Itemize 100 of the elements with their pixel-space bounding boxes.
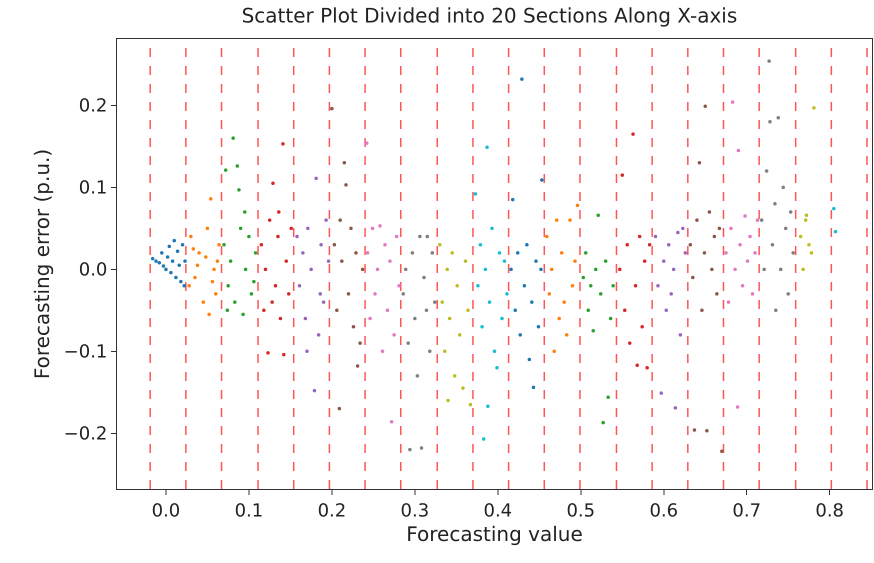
point (458, 333, 462, 337)
point (573, 259, 577, 263)
point (560, 251, 564, 255)
point (791, 251, 795, 255)
point (568, 218, 572, 222)
y-tick-label: −0.2 (64, 424, 108, 445)
point (179, 280, 183, 284)
point (301, 251, 305, 255)
point (386, 308, 390, 312)
point (760, 218, 764, 222)
point (708, 210, 712, 214)
point (422, 276, 426, 280)
point (174, 276, 178, 280)
point (781, 186, 785, 190)
point (416, 374, 420, 378)
point (455, 284, 459, 288)
point (340, 259, 344, 263)
point (445, 268, 449, 272)
point (712, 234, 716, 238)
point (539, 268, 543, 272)
point (278, 316, 282, 320)
point (738, 242, 742, 246)
point (440, 300, 444, 304)
point (448, 316, 452, 320)
point (804, 218, 808, 222)
point (674, 406, 678, 410)
point (241, 312, 245, 316)
point (635, 363, 639, 367)
point (342, 161, 346, 165)
point (282, 352, 286, 356)
point (231, 136, 235, 140)
point (295, 234, 299, 238)
point (485, 145, 489, 149)
point (222, 242, 226, 246)
point (554, 218, 558, 222)
x-tick-label: 0.6 (649, 500, 678, 522)
point (810, 251, 814, 255)
x-axis-title: Forecasting value (406, 522, 583, 546)
point (596, 213, 600, 217)
point (692, 428, 696, 432)
y-axis-title: Forecasting error (p.u.) (30, 148, 54, 380)
point (705, 429, 709, 433)
point (210, 280, 214, 284)
point (584, 251, 588, 255)
point (736, 405, 740, 409)
point (388, 259, 392, 263)
point (368, 316, 372, 320)
point (536, 324, 540, 328)
point (598, 292, 602, 296)
x-tick-label: 0.2 (318, 500, 346, 522)
point (476, 284, 480, 288)
point (750, 292, 754, 296)
point (392, 333, 396, 337)
point (404, 268, 408, 272)
point (509, 268, 513, 272)
point (349, 226, 353, 230)
point (678, 333, 682, 337)
point (676, 230, 680, 234)
point (776, 116, 780, 120)
point (438, 242, 442, 246)
point (207, 312, 211, 316)
point (557, 316, 561, 320)
point (753, 251, 757, 255)
point (237, 188, 241, 192)
point (464, 259, 468, 263)
point (309, 268, 313, 272)
y-tick-label: 0.1 (78, 178, 108, 199)
point (168, 244, 172, 248)
point (684, 251, 688, 255)
point (306, 226, 310, 230)
point (354, 251, 358, 255)
point (715, 292, 719, 296)
point (276, 234, 280, 238)
point (518, 333, 522, 337)
point (688, 242, 692, 246)
point (202, 300, 206, 304)
point (169, 270, 173, 274)
point (236, 164, 240, 168)
point (576, 204, 580, 208)
point (718, 226, 722, 230)
x-tick-label: 0.3 (400, 500, 430, 522)
point (452, 374, 456, 378)
point (397, 284, 401, 288)
point (530, 300, 534, 304)
point (214, 292, 218, 296)
point (672, 268, 676, 272)
point (729, 226, 733, 230)
point (209, 197, 212, 201)
point (588, 284, 592, 288)
point (318, 292, 322, 296)
point (631, 132, 635, 136)
point (548, 292, 552, 296)
point (700, 308, 704, 312)
point (183, 259, 187, 263)
point (606, 395, 610, 399)
point (324, 218, 328, 222)
point (534, 259, 538, 263)
point (681, 226, 685, 230)
point (582, 276, 586, 280)
point (608, 316, 612, 320)
